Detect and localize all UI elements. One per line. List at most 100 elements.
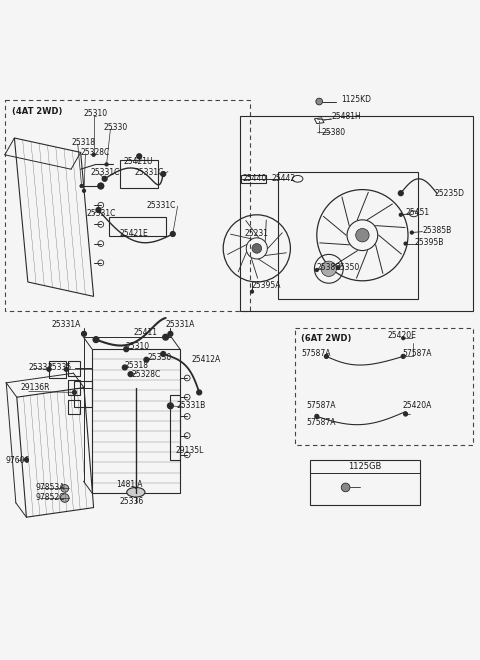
Text: 25318: 25318	[125, 362, 149, 370]
Circle shape	[356, 228, 369, 242]
Circle shape	[83, 189, 85, 192]
Text: 25440: 25440	[242, 174, 267, 183]
Circle shape	[161, 352, 166, 356]
Text: 25451: 25451	[406, 208, 430, 217]
Circle shape	[64, 368, 68, 372]
Circle shape	[98, 183, 104, 189]
Circle shape	[316, 98, 323, 105]
Circle shape	[398, 191, 403, 195]
Text: 25331C: 25331C	[86, 209, 116, 218]
Circle shape	[251, 290, 253, 293]
Text: 1125GB: 1125GB	[348, 462, 382, 471]
Text: 29136R: 29136R	[20, 383, 49, 392]
Circle shape	[24, 457, 28, 461]
Text: 25331A: 25331A	[166, 319, 195, 329]
Circle shape	[321, 261, 336, 277]
Text: (6AT 2WD): (6AT 2WD)	[301, 334, 351, 343]
Circle shape	[315, 414, 319, 418]
Bar	[240, 116, 473, 311]
Circle shape	[122, 365, 127, 370]
Text: 25334: 25334	[29, 363, 53, 372]
Text: 25235D: 25235D	[434, 189, 465, 198]
Text: 1125KD: 1125KD	[341, 95, 371, 104]
Text: 25386: 25386	[317, 263, 341, 272]
Text: 25395B: 25395B	[414, 238, 444, 247]
Text: 97606: 97606	[6, 456, 30, 465]
Ellipse shape	[127, 488, 145, 497]
Text: 25385B: 25385B	[422, 226, 452, 235]
Circle shape	[170, 232, 175, 236]
Bar	[5, 100, 250, 311]
Text: 57587A: 57587A	[402, 348, 432, 358]
Text: 25481H: 25481H	[331, 112, 361, 121]
Text: 57587A: 57587A	[306, 401, 336, 411]
Circle shape	[404, 412, 408, 416]
Text: 29135L: 29135L	[175, 446, 204, 455]
Text: 25331A: 25331A	[52, 319, 81, 329]
Circle shape	[404, 242, 407, 245]
Text: 25310: 25310	[84, 108, 108, 117]
Text: 25330: 25330	[103, 123, 128, 132]
Text: 25395A: 25395A	[252, 281, 281, 290]
Circle shape	[144, 357, 149, 362]
Circle shape	[102, 176, 107, 182]
Circle shape	[80, 185, 83, 187]
Circle shape	[168, 403, 173, 409]
Circle shape	[401, 354, 405, 358]
Text: 25330: 25330	[148, 353, 172, 362]
Circle shape	[60, 494, 69, 502]
Text: 25421U: 25421U	[124, 158, 153, 166]
Text: 25335: 25335	[48, 363, 72, 372]
Text: 25331B: 25331B	[177, 401, 206, 411]
Text: 1481JA: 1481JA	[116, 480, 143, 489]
Bar	[109, 217, 166, 236]
Text: 57587A: 57587A	[306, 418, 336, 426]
Circle shape	[197, 390, 202, 395]
Bar	[49, 361, 66, 378]
Circle shape	[163, 335, 168, 340]
Circle shape	[47, 368, 51, 372]
Text: (4AT 2WD): (4AT 2WD)	[12, 107, 62, 116]
Text: 25442: 25442	[271, 174, 295, 183]
Text: 25336: 25336	[119, 498, 144, 506]
Bar	[278, 172, 418, 299]
Text: 97852C: 97852C	[36, 492, 65, 502]
Bar	[68, 361, 80, 376]
Text: 25328C: 25328C	[132, 370, 161, 379]
Bar	[241, 176, 266, 183]
Text: 25420A: 25420A	[402, 401, 432, 411]
Circle shape	[399, 213, 402, 216]
Text: 25310: 25310	[126, 343, 150, 351]
Circle shape	[341, 483, 350, 492]
Circle shape	[96, 208, 101, 213]
Text: 25412A: 25412A	[191, 355, 220, 364]
Circle shape	[72, 391, 76, 394]
Circle shape	[324, 354, 328, 358]
Circle shape	[61, 484, 69, 492]
Bar	[68, 380, 80, 395]
Bar	[92, 349, 180, 493]
Text: 25350: 25350	[336, 263, 360, 272]
Circle shape	[315, 269, 318, 271]
Circle shape	[93, 337, 99, 343]
Text: 25411: 25411	[133, 328, 157, 337]
Text: 25318: 25318	[71, 139, 95, 147]
Text: 25331C: 25331C	[134, 168, 164, 177]
Text: 25331C: 25331C	[90, 168, 120, 177]
Text: 25328C: 25328C	[81, 148, 110, 157]
Text: 57587A: 57587A	[301, 348, 331, 358]
Text: 25331C: 25331C	[146, 201, 176, 210]
Circle shape	[105, 163, 108, 166]
Circle shape	[402, 337, 405, 340]
Circle shape	[252, 244, 262, 253]
Circle shape	[128, 372, 133, 377]
Circle shape	[161, 172, 166, 176]
Bar	[68, 399, 80, 414]
Bar	[295, 327, 473, 446]
Text: 25231: 25231	[245, 228, 269, 238]
Text: 25421E: 25421E	[120, 228, 149, 238]
Circle shape	[337, 266, 340, 269]
Circle shape	[92, 153, 95, 156]
Bar	[170, 395, 180, 459]
Bar	[74, 381, 92, 407]
